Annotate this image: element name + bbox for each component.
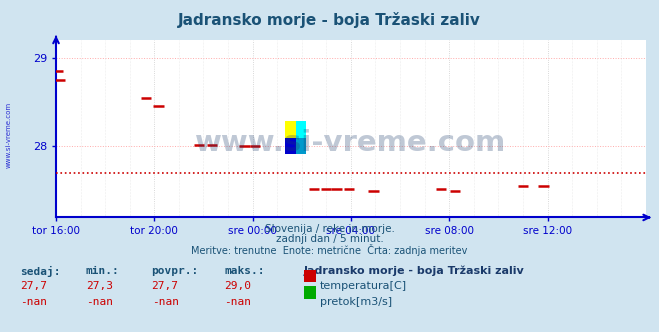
Text: sedaj:: sedaj: bbox=[20, 266, 60, 277]
Bar bbox=[296, 121, 306, 137]
Text: povpr.:: povpr.: bbox=[152, 266, 199, 276]
Bar bbox=[296, 137, 306, 154]
Text: -nan: -nan bbox=[152, 297, 179, 307]
Text: www.si-vreme.com: www.si-vreme.com bbox=[5, 101, 12, 168]
Bar bbox=[285, 137, 296, 154]
Text: maks.:: maks.: bbox=[224, 266, 264, 276]
Text: -nan: -nan bbox=[224, 297, 251, 307]
Bar bbox=[285, 121, 296, 137]
Text: pretok[m3/s]: pretok[m3/s] bbox=[320, 297, 391, 307]
Text: 29,0: 29,0 bbox=[224, 281, 251, 290]
Text: temperatura[C]: temperatura[C] bbox=[320, 281, 407, 290]
Text: www.si-vreme.com: www.si-vreme.com bbox=[195, 129, 507, 157]
Text: Jadransko morje - boja Tržaski zaliv: Jadransko morje - boja Tržaski zaliv bbox=[303, 266, 524, 276]
Text: 27,7: 27,7 bbox=[152, 281, 179, 290]
Text: Slovenija / reke in morje.: Slovenija / reke in morje. bbox=[264, 224, 395, 234]
Text: -nan: -nan bbox=[86, 297, 113, 307]
Text: min.:: min.: bbox=[86, 266, 119, 276]
Text: -nan: -nan bbox=[20, 297, 47, 307]
Text: zadnji dan / 5 minut.: zadnji dan / 5 minut. bbox=[275, 234, 384, 244]
Text: Jadransko morje - boja Tržaski zaliv: Jadransko morje - boja Tržaski zaliv bbox=[178, 12, 481, 28]
Text: 27,7: 27,7 bbox=[20, 281, 47, 290]
Text: 27,3: 27,3 bbox=[86, 281, 113, 290]
Text: Meritve: trenutne  Enote: metrične  Črta: zadnja meritev: Meritve: trenutne Enote: metrične Črta: … bbox=[191, 244, 468, 256]
